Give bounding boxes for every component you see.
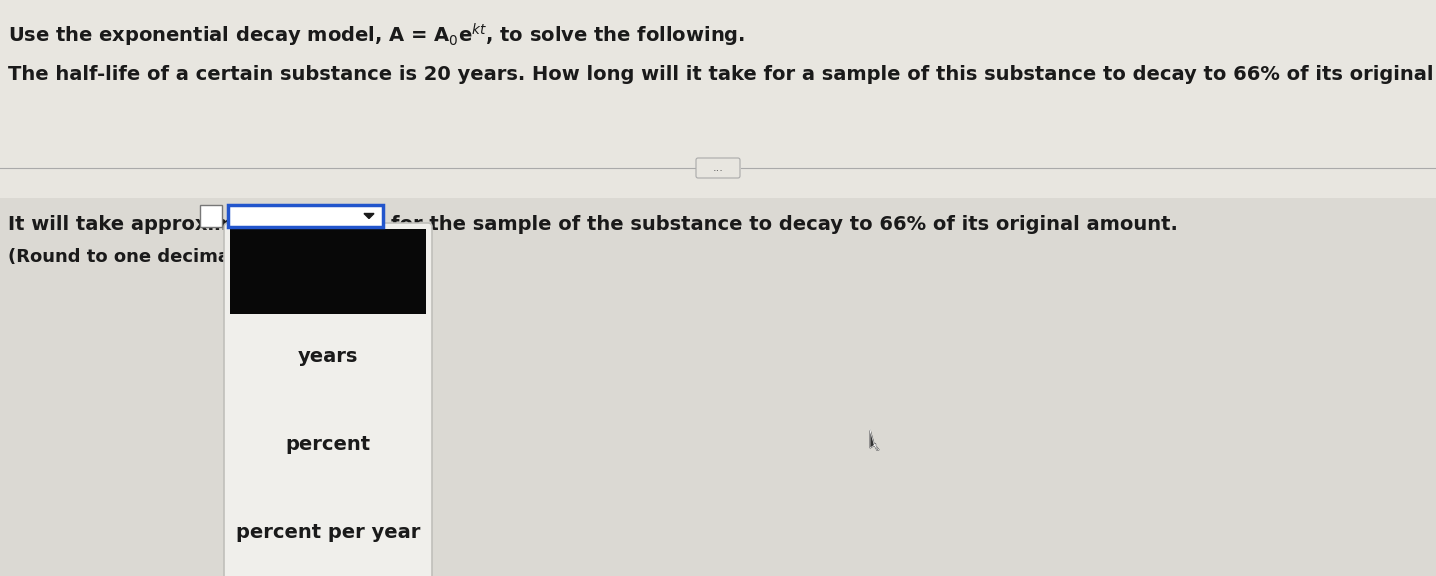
Text: percent: percent xyxy=(286,435,370,454)
Text: (Round to one decimal place: (Round to one decimal place xyxy=(9,248,296,266)
Text: for the sample of the substance to decay to 66% of its original amount.: for the sample of the substance to decay… xyxy=(391,215,1178,234)
Text: It will take approximately: It will take approximately xyxy=(9,215,290,234)
FancyBboxPatch shape xyxy=(696,158,740,178)
Text: years: years xyxy=(297,347,358,366)
Text: The half-life of a certain substance is 20 years. How long will it take for a sa: The half-life of a certain substance is … xyxy=(9,65,1436,84)
Text: ...: ... xyxy=(712,163,724,173)
Bar xyxy=(230,229,426,314)
Text: percent per year: percent per year xyxy=(236,524,421,543)
Polygon shape xyxy=(363,214,373,218)
Bar xyxy=(200,205,223,227)
Bar xyxy=(0,0,1436,198)
Polygon shape xyxy=(870,430,879,450)
Text: Use the exponential decay model, A = A$_0$e$^{kt}$, to solve the following.: Use the exponential decay model, A = A$_… xyxy=(9,22,745,49)
Bar xyxy=(228,205,383,227)
FancyBboxPatch shape xyxy=(224,223,432,576)
